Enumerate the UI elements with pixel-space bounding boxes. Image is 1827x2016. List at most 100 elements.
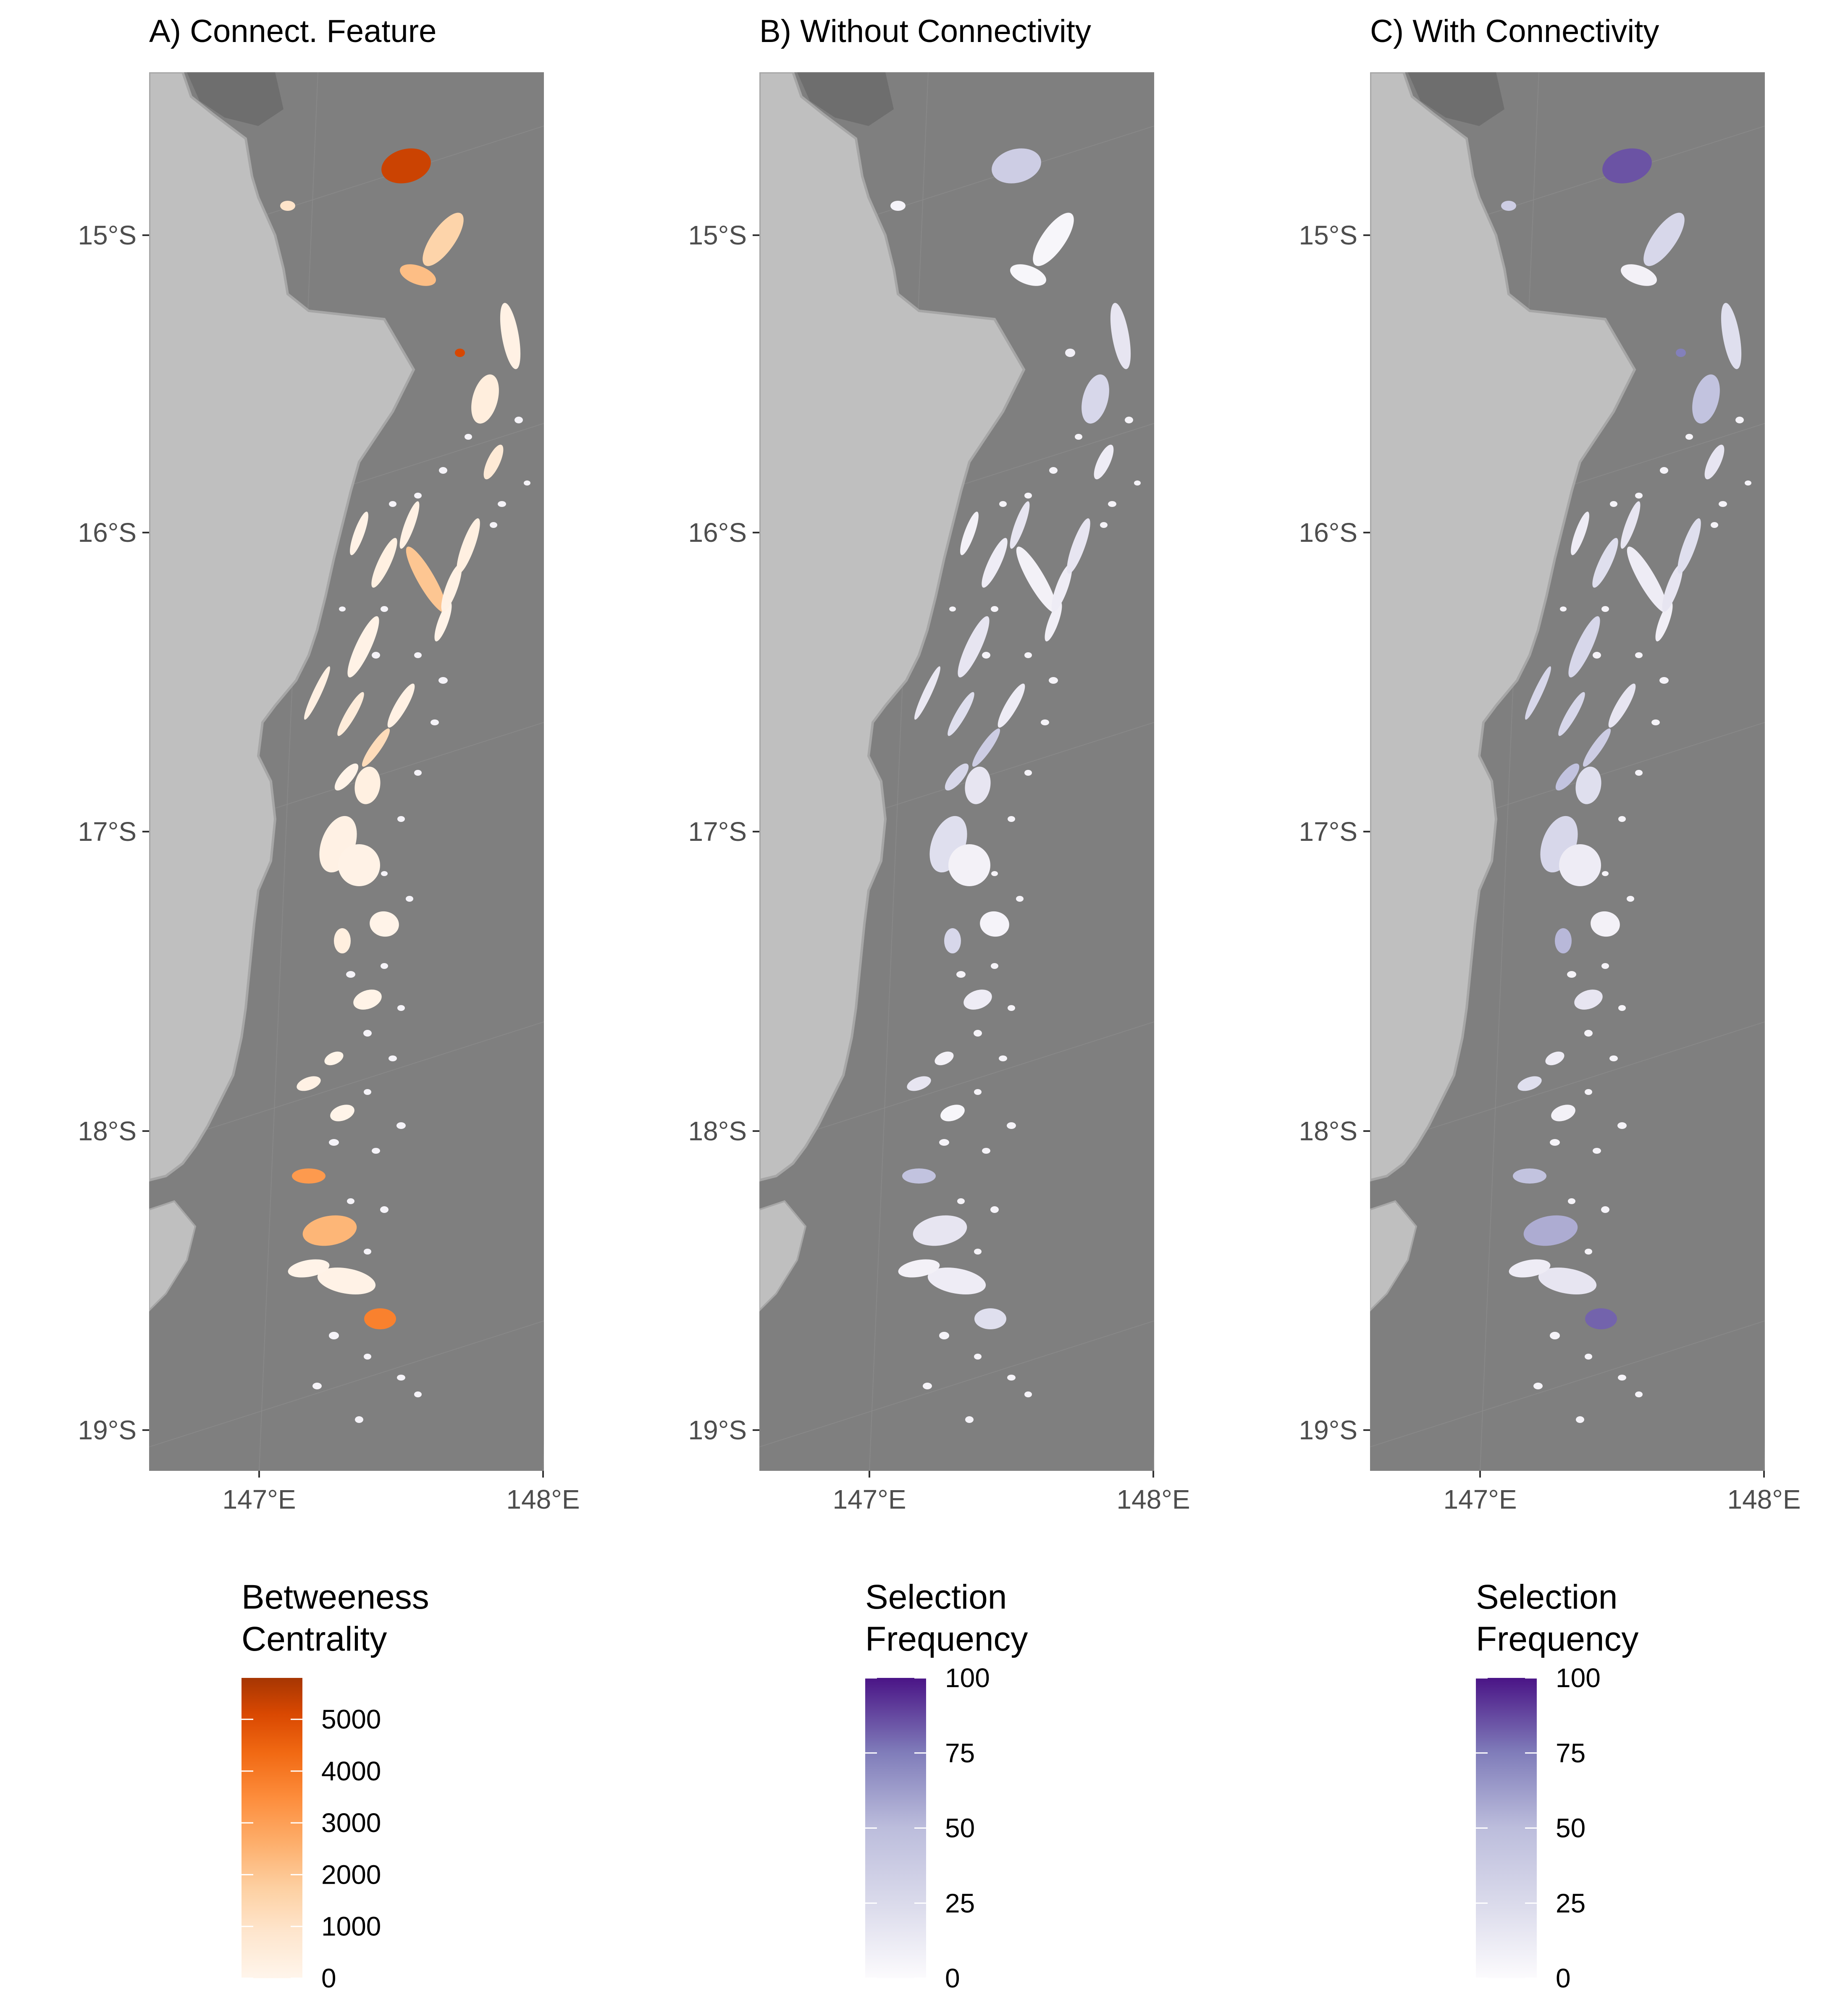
reef (381, 963, 388, 969)
reef (465, 434, 472, 440)
reef (1016, 896, 1024, 902)
reef-polygon (902, 1168, 936, 1184)
reef-polygon (1627, 546, 1668, 613)
reef (514, 417, 523, 423)
reef-polygon (406, 546, 447, 613)
y-tick-label: 19°S (78, 1415, 136, 1445)
reef-polygon (399, 501, 420, 549)
colorbar-ticks: 0 1000 2000 3000 4000 5000 (242, 1704, 381, 1993)
reef (380, 1206, 388, 1213)
reef (1008, 816, 1015, 822)
y-tick-label: 19°S (1299, 1415, 1357, 1445)
reef (347, 1198, 354, 1204)
reef (1049, 677, 1058, 684)
reef (381, 871, 388, 876)
reef (363, 1030, 372, 1037)
y-tick-label: 16°S (688, 517, 747, 548)
reef-polygon (898, 1259, 940, 1278)
reef-polygon (958, 616, 990, 677)
graticule-line (149, 1021, 544, 1148)
reef-polygon (945, 763, 969, 791)
reef-polygon (350, 512, 368, 555)
reef-polygon (1110, 303, 1131, 369)
reef (1550, 1332, 1560, 1339)
reef (396, 1122, 406, 1129)
reef-polygon (1065, 349, 1075, 357)
reef-polygon (907, 1076, 931, 1091)
reef (1618, 816, 1626, 822)
y-tick-label: 15°S (1299, 220, 1357, 250)
colorbar-tick-label: 4000 (321, 1756, 381, 1786)
reef (974, 1089, 982, 1095)
reef (414, 1391, 422, 1397)
northern-landmass (1408, 72, 1504, 126)
reef (1007, 1122, 1016, 1129)
x-tick-label: 147°E (1443, 1484, 1517, 1515)
reef (1745, 480, 1751, 486)
reef (956, 971, 966, 978)
reef-polygon (992, 148, 1041, 184)
reef-polygon (1538, 1268, 1597, 1294)
reef-polygon (1568, 616, 1600, 677)
reef (939, 1139, 949, 1146)
reef (982, 652, 990, 659)
reef (1601, 606, 1609, 612)
reef-polygon (302, 1215, 357, 1246)
reef-polygon (927, 1268, 986, 1294)
reef-polygon (1571, 512, 1589, 555)
reef-polygon (330, 1105, 354, 1121)
reef-polygon (1045, 601, 1062, 642)
y-tick-label: 18°S (78, 1116, 136, 1146)
reef (389, 501, 396, 507)
reef (414, 770, 422, 776)
northern-landmass (797, 72, 894, 126)
x-axis: 147°E 148°E (222, 1471, 580, 1515)
graticule-line (1480, 72, 1539, 1471)
reef-polygon (890, 201, 906, 211)
x-tick-label: 148°E (1727, 1484, 1801, 1515)
reef-polygon (1517, 1076, 1542, 1091)
legend-title-line1: Selection (865, 1578, 1007, 1616)
reef (923, 1383, 932, 1389)
reef-polygon (317, 1268, 376, 1294)
reef-polygon (455, 349, 465, 357)
reef (430, 719, 439, 725)
legend-betweeness-centrality: Betweeness Centrality 0 1000 2000 3000 4000 5… (242, 1578, 429, 1993)
reef-polygon (334, 928, 351, 953)
reef (949, 606, 956, 612)
reef (1585, 1354, 1592, 1360)
reef-polygon (1677, 518, 1701, 574)
reef-polygon (370, 911, 399, 937)
reef-polygon (1545, 1051, 1564, 1066)
colorbar-tick-label: 25 (945, 1888, 975, 1918)
reef-polygon (998, 683, 1025, 728)
reef-polygon (1592, 538, 1618, 588)
colorbar-ticks: 0 25 50 75 100 (1476, 1663, 1601, 1993)
reef-polygon (337, 692, 364, 736)
reef-polygon (1574, 990, 1603, 1010)
legend-title-line2: Centrality (242, 1620, 387, 1658)
y-tick-label: 18°S (688, 1116, 747, 1146)
reef (372, 1148, 380, 1154)
reef (414, 652, 422, 658)
colorbar-tick-label: 75 (1556, 1738, 1586, 1768)
y-tick-label: 17°S (78, 816, 136, 847)
colorbar-tick-label: 0 (321, 1963, 336, 1993)
reef (1627, 896, 1634, 902)
reef (1593, 652, 1601, 659)
reef-polygon (1501, 201, 1516, 211)
reef-polygon (1509, 1259, 1551, 1278)
reef-polygon (1704, 444, 1725, 480)
reef-polygon (483, 444, 504, 480)
reef (364, 1249, 371, 1255)
reef (1618, 1005, 1626, 1011)
reef-polygon (1067, 518, 1090, 574)
reef-polygon (1676, 349, 1686, 357)
panel-title: C) With Connectivity (1370, 13, 1659, 49)
colorbar-tick-label: 100 (945, 1663, 990, 1693)
reef (1024, 493, 1032, 499)
reef-polygon (1591, 911, 1620, 937)
reef-polygon (371, 538, 397, 588)
y-tick-label: 18°S (1299, 1116, 1357, 1146)
island (759, 1200, 807, 1312)
